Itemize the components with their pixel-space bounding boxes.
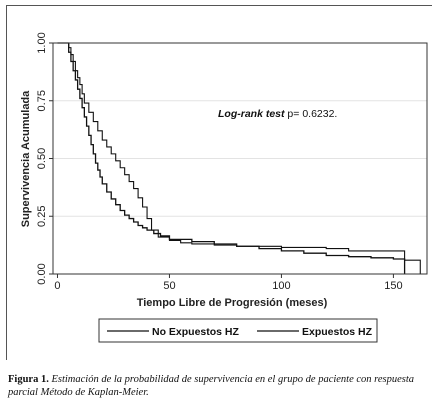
y-axis-title: Supervivencia Acumulada	[20, 90, 32, 227]
legend-label-no-expuestos: No Expuestos HZ	[152, 326, 240, 338]
series-lines	[57, 42, 421, 274]
logrank-pvalue: p= 0.6232.	[285, 108, 338, 120]
x-tick-label: 100	[272, 280, 290, 292]
y-tick-label: 0.75	[36, 90, 48, 111]
legend: No Expuestos HZ Expuestos HZ	[98, 318, 378, 343]
legend-box	[98, 318, 378, 343]
x-tick-label: 0	[54, 280, 60, 292]
y-tick-label: 0.25	[36, 206, 48, 227]
caption-label: Figura 1.	[8, 374, 49, 385]
figure-frame: 0.00 0.25 0.50 0.75 1.00 0 50 100 150 Superviven…	[6, 5, 433, 361]
chart-background	[7, 6, 433, 361]
tick-marks: 0.00 0.25 0.50 0.75 1.00 0 50 100 150	[36, 32, 403, 292]
km-chart: 0.00 0.25 0.50 0.75 1.00 0 50 100 150 Superviven…	[7, 6, 433, 361]
logrank-annotation: Log-rank test p= 0.6232.	[218, 108, 337, 120]
legend-label-expuestos: Expuestos HZ	[302, 326, 373, 338]
y-tick-label: 0.50	[36, 148, 48, 169]
figure-caption: Figura 1. Estimación de la probabilidad …	[8, 373, 434, 399]
y-tick-label: 0.00	[36, 263, 48, 284]
logrank-label: Log-rank test	[218, 108, 285, 120]
caption-text: Estimación de la probabilidad de supervi…	[8, 374, 415, 398]
x-tick-label: 150	[384, 280, 402, 292]
series-expuestos-line	[57, 42, 421, 274]
series-no-expuestos-line	[57, 42, 406, 274]
y-tick-label: 1.00	[36, 32, 48, 53]
x-tick-label: 50	[163, 280, 175, 292]
x-axis-title: Tiempo Libre de Progresión (meses)	[137, 297, 328, 309]
